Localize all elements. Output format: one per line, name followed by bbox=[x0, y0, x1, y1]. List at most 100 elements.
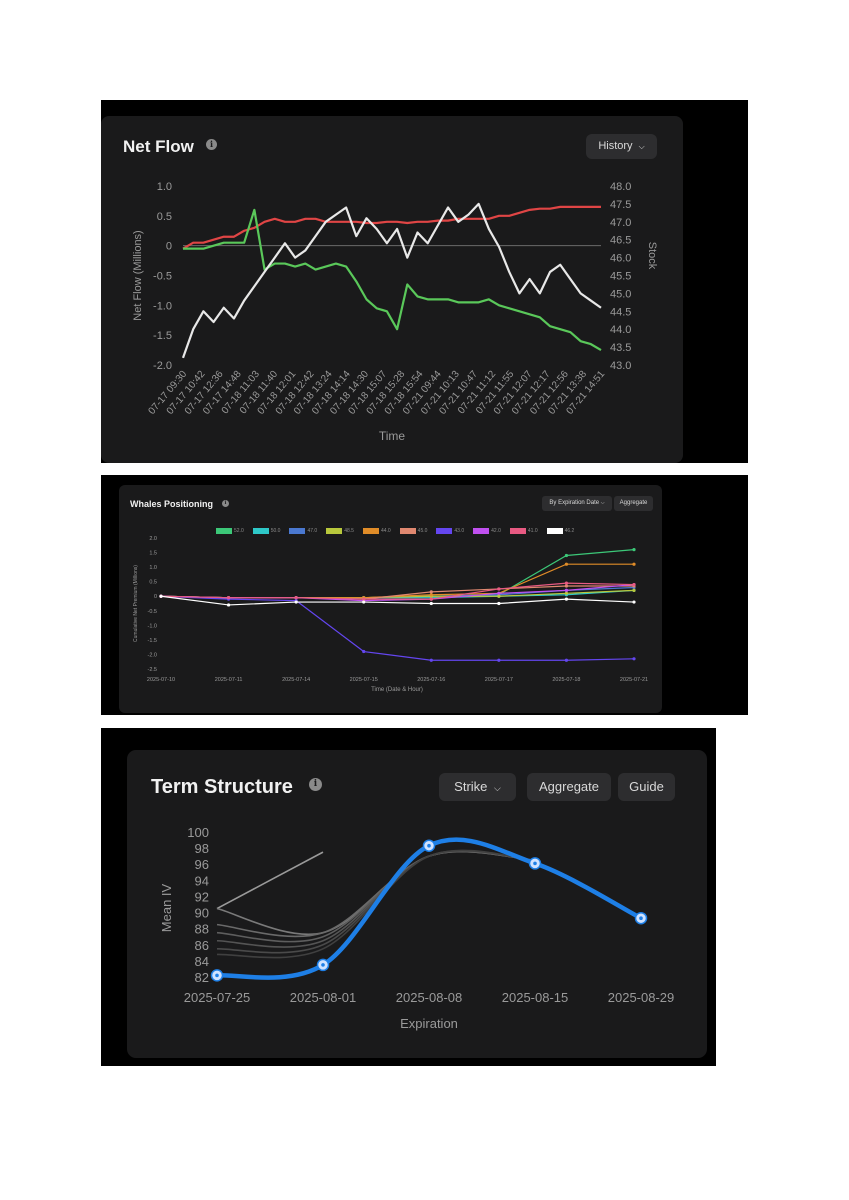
data-point bbox=[362, 597, 366, 601]
y-tick-label: 2.0 bbox=[149, 536, 157, 542]
legend-swatch bbox=[546, 528, 563, 534]
y-tick-label: 98 bbox=[195, 841, 209, 856]
data-point bbox=[564, 591, 569, 595]
strike-label: Strike bbox=[454, 779, 488, 794]
term-structure-title: Term Structure bbox=[151, 776, 293, 798]
legend-item[interactable]: 48.5 bbox=[326, 528, 354, 534]
data-point bbox=[632, 657, 636, 661]
series-line bbox=[160, 595, 635, 661]
strike-dropdown[interactable]: Strike ⌵ bbox=[439, 773, 516, 801]
chevron-down-icon: ⌵ bbox=[494, 783, 501, 793]
legend-label: 42.0 bbox=[491, 528, 501, 534]
legend-item[interactable]: 50.0 bbox=[252, 528, 281, 534]
data-point bbox=[564, 588, 569, 592]
data-point bbox=[429, 597, 433, 601]
y-axis-label: Cumulative Net Premium (Millions) bbox=[133, 565, 139, 642]
legend-item[interactable]: 44.0 bbox=[362, 528, 391, 534]
whales-chart: 2.0 1.5 1.0 0.5 0 -0.5 -1.0 -1.5 -2.0 -2.5 2025-07… bbox=[133, 536, 648, 693]
y-tick-label: -0.5 bbox=[148, 609, 157, 615]
data-point bbox=[429, 590, 433, 594]
history-label: History bbox=[598, 140, 633, 152]
x-tick-label: 2025-07-14 bbox=[282, 677, 310, 683]
y-tick-label: 0.5 bbox=[149, 580, 157, 586]
whales-legend: 52.0 50.0 47.0 48.5 44.0 45.0 43.0 42.0 41.0 46.2 bbox=[216, 528, 574, 534]
data-point bbox=[564, 553, 569, 558]
expiration-date-dropdown[interactable]: By Expiration Date ⌵ bbox=[542, 496, 612, 511]
x-tick-label: 2025-07-11 bbox=[215, 677, 243, 683]
y-tick-label: 0 bbox=[154, 594, 157, 600]
y-tick-label: 84 bbox=[195, 954, 209, 969]
strike-line bbox=[216, 850, 536, 938]
data-point bbox=[564, 562, 569, 566]
x-tick-label: 2025-07-18 bbox=[552, 677, 580, 683]
data-point bbox=[497, 591, 501, 595]
y-tick-label: 86 bbox=[195, 938, 209, 953]
aggregate-button[interactable]: Aggregate bbox=[614, 496, 653, 511]
x-tick-label: 2025-07-16 bbox=[417, 677, 445, 683]
history-dropdown[interactable]: History ⌵ bbox=[586, 134, 657, 159]
legend-swatch bbox=[216, 528, 232, 534]
data-point bbox=[632, 562, 636, 566]
data-point bbox=[632, 548, 636, 552]
x-axis-label: Time (Date & Hour) bbox=[371, 687, 423, 693]
legend-label: 41.0 bbox=[527, 528, 538, 534]
y-tick-label: 92 bbox=[195, 889, 209, 904]
data-point bbox=[429, 593, 433, 597]
y-tick-label: 1.0 bbox=[149, 565, 157, 571]
aggregate-button[interactable]: Aggregate bbox=[527, 773, 611, 801]
y-tick-label: -1.0 bbox=[148, 623, 157, 629]
strike-line bbox=[216, 851, 324, 910]
y2-tick-label: 43.5 bbox=[610, 342, 631, 354]
info-icon[interactable]: i bbox=[206, 139, 217, 150]
data-point bbox=[632, 588, 636, 592]
y2-tick-label: 44.0 bbox=[610, 324, 631, 336]
data-point bbox=[294, 600, 298, 604]
data-point bbox=[632, 582, 636, 587]
series-line bbox=[183, 208, 602, 352]
chevron-down-icon: ⌵ bbox=[638, 142, 645, 151]
legend-item[interactable]: 52.0 bbox=[216, 528, 244, 534]
net-flow-card bbox=[101, 116, 683, 463]
data-point bbox=[497, 587, 501, 591]
y2-tick-label: 45.0 bbox=[610, 288, 631, 300]
y-tick-label: -1.0 bbox=[153, 300, 172, 312]
y-tick-label: 100 bbox=[187, 825, 209, 840]
data-point-center bbox=[639, 916, 643, 920]
guide-button[interactable]: Guide bbox=[618, 773, 675, 801]
data-point bbox=[564, 584, 569, 588]
x-tick-label: 2025-07-10 bbox=[147, 677, 175, 683]
data-point bbox=[497, 594, 501, 598]
chevron-down-icon: ⌵ bbox=[600, 500, 605, 506]
x-tick-label: 2025-08-29 bbox=[608, 990, 675, 1005]
x-tick-label: 2025-07-25 bbox=[184, 990, 251, 1005]
legend-label: 46.2 bbox=[564, 528, 575, 534]
strike-line bbox=[216, 850, 536, 943]
legend-item[interactable]: 47.0 bbox=[289, 528, 317, 534]
legend-swatch bbox=[326, 528, 343, 534]
y2-tick-label: 43.0 bbox=[610, 360, 631, 372]
y-tick-label: -2.0 bbox=[153, 360, 172, 372]
y-tick-label: -1.5 bbox=[153, 330, 172, 342]
legend-label: 52.0 bbox=[234, 528, 244, 534]
legend-label: 47.0 bbox=[307, 528, 318, 534]
net-flow-panel: Net Flow i History ⌵ 1.0 0.5 0 -0.5 -1.0 -1.5… bbox=[101, 100, 748, 463]
info-icon[interactable]: i bbox=[309, 778, 322, 791]
legend-label: 50.0 bbox=[270, 528, 281, 534]
y-tick-label: 0.5 bbox=[157, 211, 172, 223]
legend-item[interactable]: 45.0 bbox=[399, 528, 428, 534]
data-point bbox=[226, 596, 231, 600]
data-point bbox=[226, 603, 231, 607]
x-tick-label: 2025-08-08 bbox=[396, 990, 463, 1005]
legend-swatch bbox=[436, 528, 453, 534]
legend-item[interactable]: 46.2 bbox=[546, 528, 575, 534]
legend-item[interactable]: 42.0 bbox=[473, 528, 501, 534]
whales-panel: Whales Positioning i By Expiration Date … bbox=[101, 475, 748, 715]
legend-item[interactable]: 43.0 bbox=[436, 528, 464, 534]
info-icon[interactable]: i bbox=[222, 500, 229, 507]
legend-item[interactable]: 41.0 bbox=[509, 528, 538, 534]
legend-label: 45.0 bbox=[417, 528, 428, 534]
legend-swatch bbox=[362, 528, 379, 534]
x-axis-label: Time bbox=[379, 429, 406, 443]
legend-swatch bbox=[289, 528, 306, 534]
data-point bbox=[362, 649, 366, 654]
